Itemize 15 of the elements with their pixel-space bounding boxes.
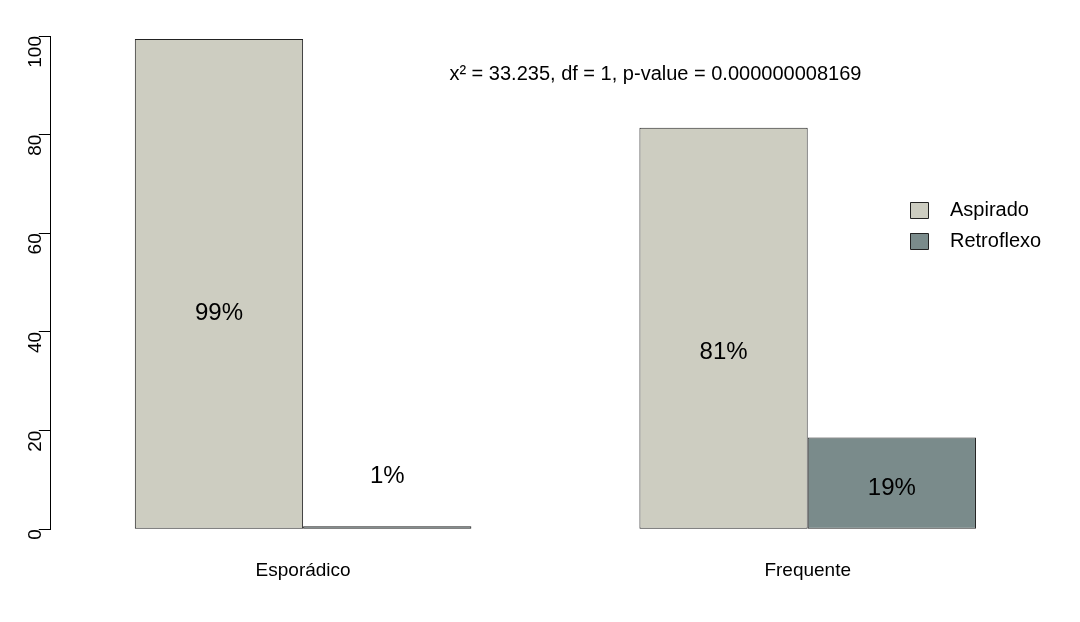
data-label: 81% (699, 337, 748, 365)
legend-label: Aspirado (950, 197, 1029, 220)
annotation: x² = 33.235, df = 1, p-value = 0.000000008169 (449, 61, 862, 84)
data-label: 99% (194, 298, 243, 326)
x-tick-label: Frequente (764, 558, 852, 580)
y-tick-label: 100 (24, 36, 46, 68)
x-tick-label: Esporádico (255, 558, 351, 580)
data-label: 1% (369, 460, 405, 488)
y-tick-label: 0 (24, 529, 46, 540)
y-tick-label: 80 (24, 134, 46, 156)
legend-label: Retroflexo (950, 228, 1042, 251)
data-label: 19% (867, 473, 916, 501)
y-tick-label: 20 (24, 430, 46, 452)
y-tick-label: 60 (24, 233, 46, 255)
y-tick-label: 40 (24, 331, 46, 354)
